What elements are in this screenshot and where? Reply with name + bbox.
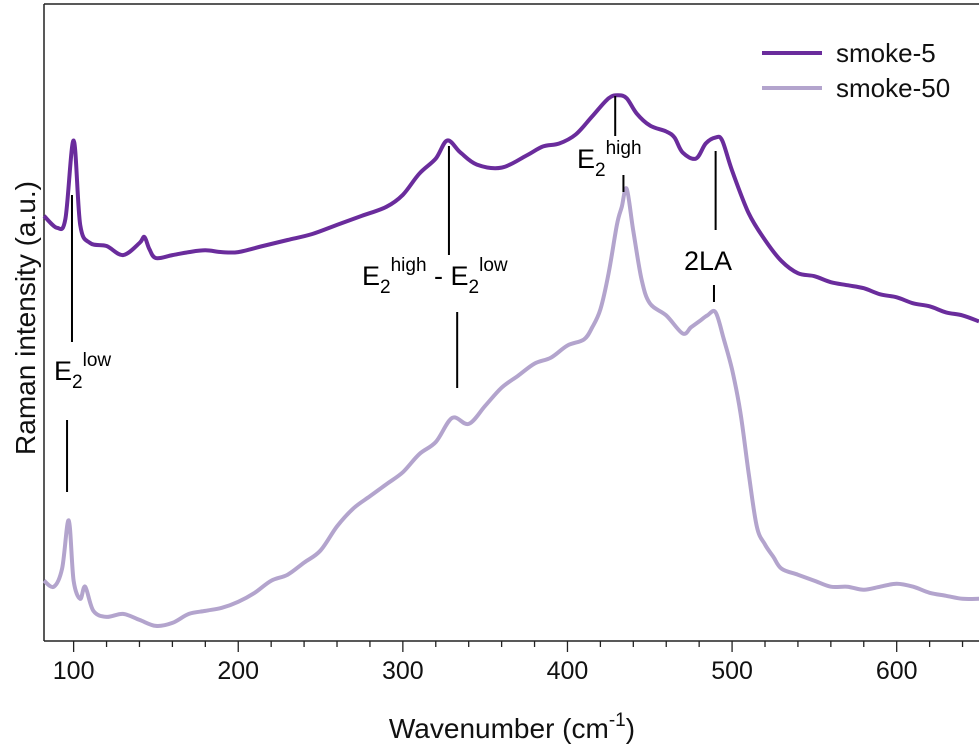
annotation-e2-low: E2low — [54, 350, 111, 393]
y-axis-title: Raman intensity (a.u.) — [10, 181, 41, 455]
annotation-e2high-minus-e2low: E2high - E2low — [362, 255, 508, 298]
plot-axes — [43, 3, 979, 642]
series-line-smoke-5 — [42, 93, 979, 324]
legend-label-smoke-5: smoke-5 — [836, 38, 936, 68]
series-line-smoke-50 — [42, 186, 979, 628]
x-axis-title: Wavenumber (cm-1) — [389, 710, 635, 744]
x-tick-label: 100 — [53, 657, 95, 685]
legend-label-smoke-50: smoke-50 — [836, 73, 950, 103]
x-tick-label: 200 — [217, 657, 259, 685]
x-axis-ticks: 100 200 300 400 500 600 — [53, 641, 964, 685]
annotation-e2-high: E2high — [577, 138, 642, 181]
x-tick-label: 300 — [382, 657, 424, 685]
series-layer — [42, 93, 979, 628]
x-tick-label: 400 — [547, 657, 589, 685]
peak-marker-lines — [66, 96, 717, 492]
annotation-2la: 2LA — [684, 246, 732, 276]
x-tick-label: 600 — [876, 657, 918, 685]
legend: smoke-5 smoke-50 — [762, 38, 950, 103]
x-tick-label: 500 — [711, 657, 753, 685]
